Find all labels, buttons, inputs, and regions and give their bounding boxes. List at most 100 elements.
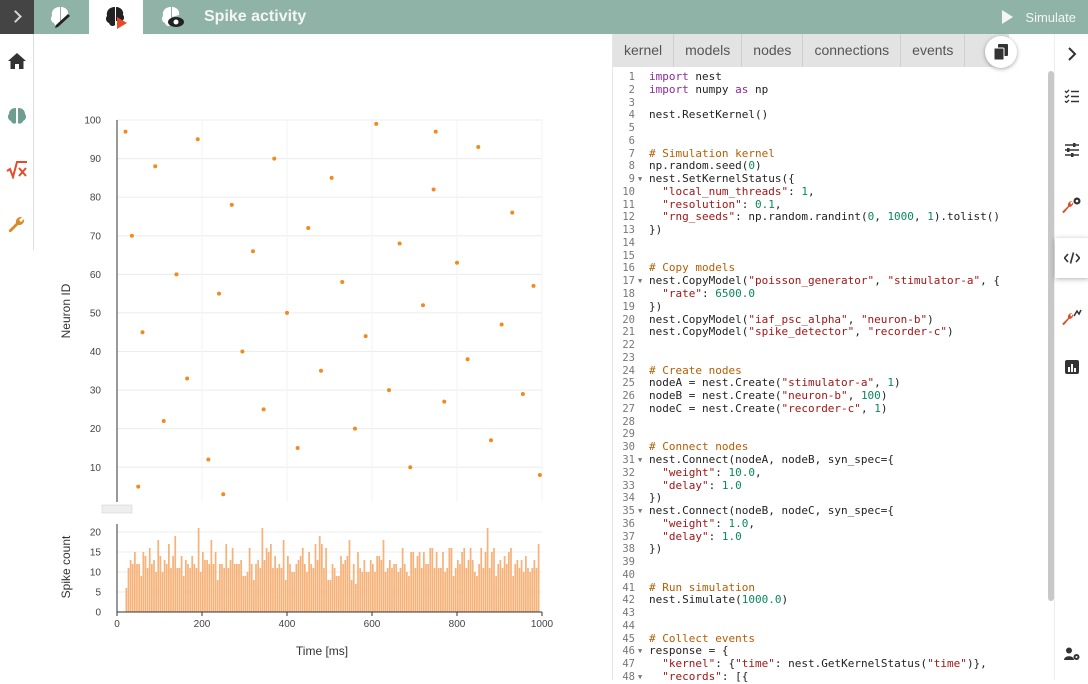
histogram-bar: [233, 564, 236, 612]
raster-y-ticks: 10 20 30 40 50 60 70 80 90 100: [84, 116, 101, 474]
code-view-button[interactable]: [1055, 238, 1088, 278]
nav-models[interactable]: [0, 155, 33, 185]
histogram-bar: [195, 568, 198, 612]
line-number: 15: [622, 249, 635, 262]
checklist-button[interactable]: [1055, 76, 1088, 116]
code-text: "rate": 6500.0: [662, 287, 755, 301]
line-number: 13: [622, 224, 635, 237]
line-number: 33: [622, 479, 635, 492]
fold-toggle-icon[interactable]: ▼: [638, 647, 643, 656]
code-text: nest.Connect(nodeA, nodeB, syn_spec={: [649, 452, 895, 466]
tab-activity-explorer[interactable]: [89, 0, 143, 34]
histogram-bar: [395, 564, 398, 612]
collapse-panel-button[interactable]: [1055, 34, 1088, 74]
histogram-bar: [461, 552, 463, 612]
histogram-bar: [488, 568, 491, 612]
code-text: nest.Connect(nodeB, nodeC, syn_spec={: [649, 504, 895, 518]
code-text: }): [649, 223, 663, 237]
histogram-bar: [297, 560, 300, 612]
histogram-bar: [505, 564, 508, 612]
nav-network[interactable]: [0, 101, 33, 131]
sliders-button[interactable]: [1055, 130, 1088, 170]
line-number: 7: [628, 147, 635, 160]
histogram-bar: [414, 568, 417, 612]
fold-toggle-icon[interactable]: ▼: [638, 277, 643, 286]
line-number: 42: [622, 594, 635, 607]
histogram-bar: [161, 572, 164, 612]
histogram-bar: [227, 568, 230, 612]
histogram-bar: [248, 548, 251, 612]
code-text: # Connect nodes: [649, 440, 749, 454]
line-number: 17: [622, 275, 635, 288]
tab-models[interactable]: models: [674, 34, 743, 67]
histogram-bar: [495, 576, 497, 612]
code-line: 12 "rng_seeds": np.random.randint(0, 100…: [613, 211, 1051, 224]
histogram-bar: [257, 560, 259, 612]
fold-toggle-icon[interactable]: ▼: [638, 672, 643, 681]
raster-y-tick-label: 100: [84, 116, 101, 127]
histogram-bar: [144, 556, 147, 612]
tab-kernel[interactable]: kernel: [613, 34, 675, 67]
code-text: # Run simulation: [649, 580, 755, 594]
code-editor[interactable]: 1 import nest 2 import numpy as np 3 4 nest.Re…: [613, 70, 1051, 684]
histogram-bar: [378, 556, 381, 612]
histogram-bar: [265, 548, 268, 612]
tab-connections[interactable]: connections: [803, 34, 902, 67]
statistics-button[interactable]: [1055, 347, 1088, 387]
fold-toggle-icon[interactable]: ▼: [638, 507, 643, 516]
histogram-bar: [323, 568, 325, 612]
line-number: 20: [622, 313, 635, 326]
nav-home[interactable]: [0, 46, 33, 76]
spike-point: [251, 249, 255, 254]
code-line: 13}): [613, 223, 1051, 237]
spike-point: [408, 465, 413, 470]
histogram-bar: [340, 556, 342, 612]
line-number: 46: [622, 645, 635, 658]
histogram-bar: [431, 548, 434, 612]
code-line: 38}): [613, 543, 1051, 556]
histogram-bar: [125, 588, 128, 612]
histogram-bar: [225, 544, 228, 612]
spike-point: [272, 156, 277, 161]
fold-toggle-icon[interactable]: ▼: [638, 175, 643, 184]
tab-nodes[interactable]: nodes: [742, 34, 804, 67]
line-number: 29: [622, 428, 635, 441]
code-line: 34}): [613, 491, 1051, 505]
kernel-settings-button[interactable]: [1055, 186, 1088, 226]
spike-point: [261, 407, 266, 412]
user-settings-button[interactable]: [1055, 634, 1088, 674]
nav-settings[interactable]: [0, 210, 33, 240]
right-toolbar: [1054, 34, 1088, 680]
spike-point: [174, 272, 179, 277]
code-scrollbar[interactable]: [1048, 71, 1054, 601]
code-line: 22: [613, 339, 1051, 352]
histogram-bar: [284, 580, 287, 612]
line-number: 40: [622, 568, 635, 581]
code-line: 40: [613, 569, 1051, 582]
histogram-bar: [295, 564, 298, 612]
code-line: 6: [613, 135, 1051, 148]
histogram-bar: [482, 568, 485, 612]
copy-code-button[interactable]: [985, 36, 1017, 68]
spike-activity-chart: 10 20 30 40 50 60 70 80 90 100 Neuron ID 0 5 10 15 20…: [34, 34, 612, 680]
code-text: "delay": 1.0: [662, 529, 742, 543]
fold-toggle-icon[interactable]: ▼: [638, 455, 643, 464]
simulate-button[interactable]: Simulate: [1002, 7, 1076, 27]
line-number: 4: [628, 109, 635, 122]
line-number: 38: [622, 543, 635, 556]
histogram-bar: [163, 560, 166, 612]
raster-y-tick-label: 90: [90, 154, 102, 165]
chart-canvas: 10 20 30 40 50 60 70 80 90 100 Neuron ID 0 5 10 15 20…: [59, 116, 554, 659]
tab-view-explorer[interactable]: [144, 0, 200, 34]
resize-handle[interactable]: [101, 504, 133, 514]
expand-menu-button[interactable]: [0, 0, 34, 34]
histogram-bar: [437, 568, 440, 612]
line-number: 28: [622, 415, 635, 428]
spike-point: [489, 438, 493, 443]
tab-network-editor[interactable]: [34, 0, 88, 34]
tab-events[interactable]: events: [901, 34, 966, 67]
code-text: import numpy as np: [649, 82, 769, 96]
histogram-bar: [403, 564, 406, 612]
histogram-bar: [372, 564, 374, 612]
activity-settings-button[interactable]: [1055, 298, 1088, 338]
